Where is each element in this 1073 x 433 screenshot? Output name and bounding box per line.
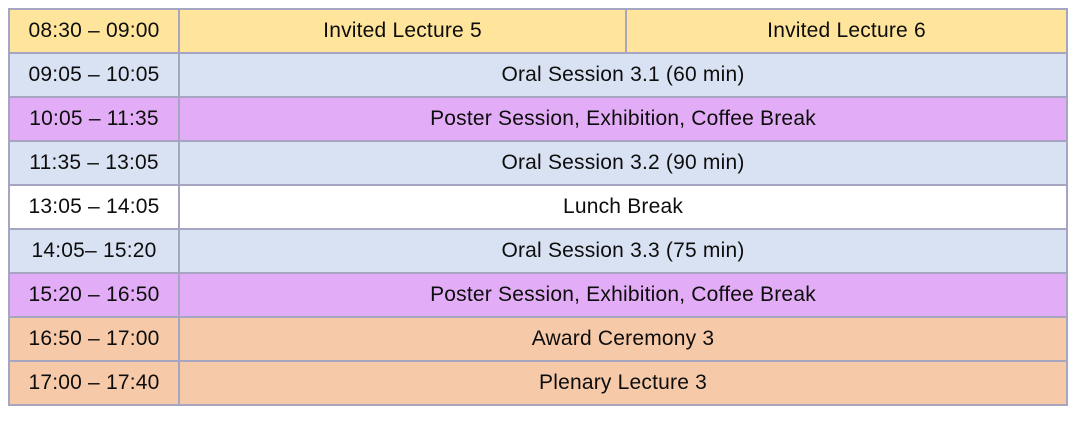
table-row: 16:50 – 17:00 Award Ceremony 3: [8, 316, 1068, 362]
table-row: 13:05 – 14:05 Lunch Break: [8, 184, 1068, 230]
event-cell: Oral Session 3.2 (90 min): [178, 140, 1068, 186]
time-cell: 13:05 – 14:05: [8, 184, 180, 230]
time-cell: 10:05 – 11:35: [8, 96, 180, 142]
event-cell: Oral Session 3.3 (75 min): [178, 228, 1068, 274]
time-cell: 08:30 – 09:00: [8, 8, 180, 54]
event-cell: Oral Session 3.1 (60 min): [178, 52, 1068, 98]
time-cell: 09:05 – 10:05: [8, 52, 180, 98]
time-cell: 14:05– 15:20: [8, 228, 180, 274]
table-row: 15:20 – 16:50 Poster Session, Exhibition,…: [8, 272, 1068, 318]
table-row: 08:30 – 09:00 Invited Lecture 5 Invited Le…: [8, 8, 1068, 54]
event-cell: Award Ceremony 3: [178, 316, 1068, 362]
event-cell: Invited Lecture 6: [625, 8, 1068, 54]
time-cell: 17:00 – 17:40: [8, 360, 180, 406]
table-row: 14:05– 15:20 Oral Session 3.3 (75 min): [8, 228, 1068, 274]
table-row: 10:05 – 11:35 Poster Session, Exhibition,…: [8, 96, 1068, 142]
conference-schedule-table: 08:30 – 09:00 Invited Lecture 5 Invited Le…: [8, 8, 1068, 406]
event-cell: Invited Lecture 5: [178, 8, 627, 54]
schedule-table-body: 08:30 – 09:00 Invited Lecture 5 Invited Le…: [8, 8, 1068, 406]
event-cell: Poster Session, Exhibition, Coffee Break: [178, 272, 1068, 318]
time-cell: 11:35 – 13:05: [8, 140, 180, 186]
table-row: 17:00 – 17:40 Plenary Lecture 3: [8, 360, 1068, 406]
time-cell: 16:50 – 17:00: [8, 316, 180, 362]
table-row: 09:05 – 10:05 Oral Session 3.1 (60 min): [8, 52, 1068, 98]
time-cell: 15:20 – 16:50: [8, 272, 180, 318]
table-row: 11:35 – 13:05 Oral Session 3.2 (90 min): [8, 140, 1068, 186]
event-cell: Plenary Lecture 3: [178, 360, 1068, 406]
event-cell: Lunch Break: [178, 184, 1068, 230]
event-cell: Poster Session, Exhibition, Coffee Break: [178, 96, 1068, 142]
